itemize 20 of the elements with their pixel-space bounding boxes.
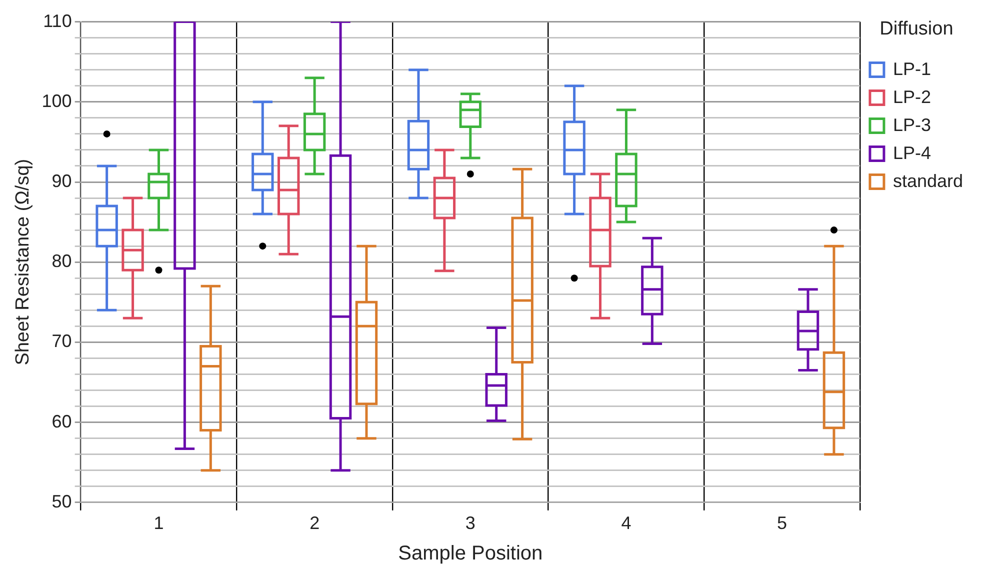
y-tick-label: 60	[52, 411, 72, 432]
legend-label: standard	[892, 170, 964, 191]
legend-title: Diffusion	[880, 18, 954, 40]
y-tick-label: 70	[52, 331, 72, 352]
y-tick-label: 110	[43, 10, 72, 31]
x-tick-label: 1	[154, 513, 164, 534]
legend-label: LP-2	[892, 86, 931, 107]
y-tick-label: 90	[52, 170, 72, 191]
y-tick-label: 100	[42, 90, 72, 111]
x-tick-label: 2	[310, 513, 320, 534]
y-axis-title: Sheet Resistance (Ω/sq)	[12, 158, 34, 366]
legend-label: LP-3	[892, 114, 931, 135]
x-tick-label: 5	[777, 513, 788, 534]
legend-label: LP-4	[892, 142, 931, 163]
x-tick-label: 3	[465, 513, 476, 534]
legend-label: LP-1	[892, 58, 931, 79]
x-axis-title: Sample Position	[398, 542, 543, 565]
y-tick-label: 80	[52, 251, 72, 272]
x-tick-label: 4	[621, 513, 632, 534]
y-tick-label: 50	[52, 491, 72, 512]
